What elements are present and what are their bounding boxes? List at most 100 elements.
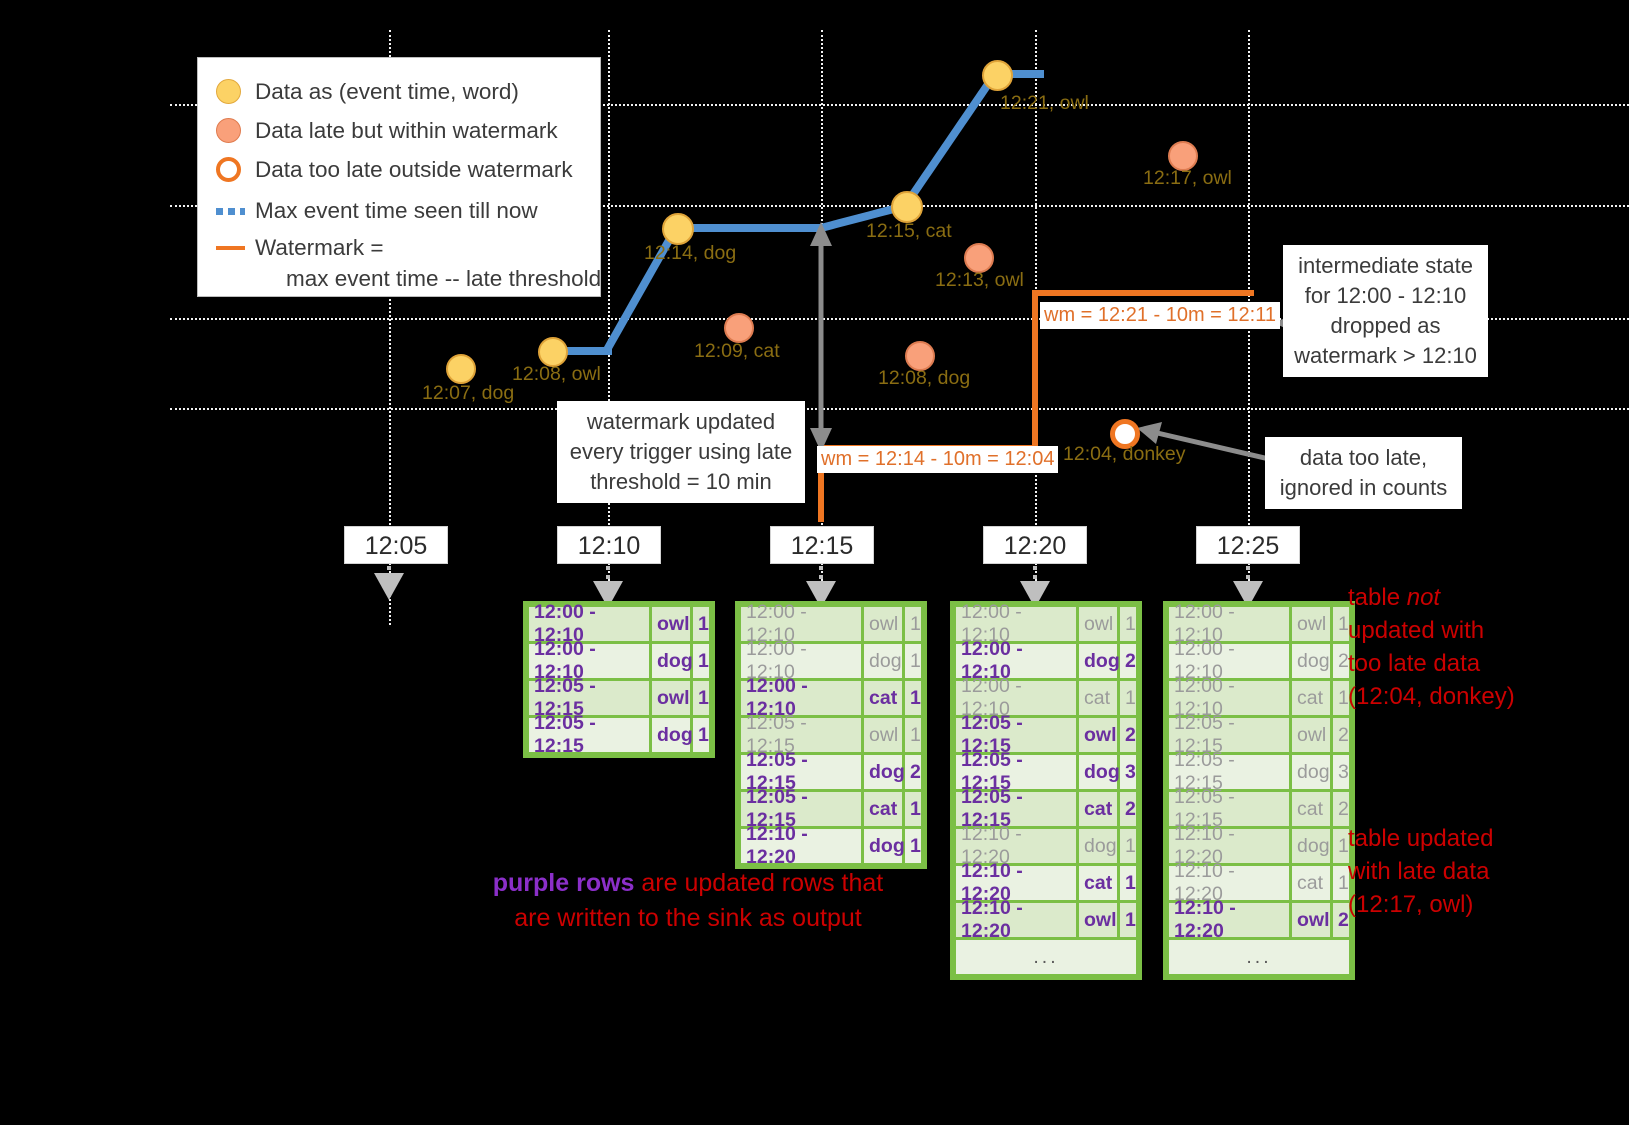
data-point-label: 12:21, owl [1000, 92, 1089, 114]
data-point-label: 12:08, dog [878, 367, 971, 389]
table-cell-window: 12:00 - 12:10 [1169, 675, 1289, 720]
gridline-horizontal [170, 104, 1629, 106]
data-point-orange [964, 243, 994, 273]
table-cell-count: 1 [1333, 829, 1349, 863]
table-cell-word: dog [1292, 755, 1330, 789]
table-row-ellipsis: ... [956, 940, 1136, 974]
result-table-1225: 12:00 - 12:10 owl 1 12:00 - 12:10 dog 2 12:00 … [1163, 601, 1355, 980]
trigger-arrow-head-down [810, 428, 832, 452]
data-point-yellow [662, 213, 694, 245]
gridline-horizontal [170, 408, 1629, 410]
table-cell-window: 12:00 - 12:10 [1169, 638, 1289, 683]
legend-item: Max event time seen till now [216, 189, 584, 233]
table-cell-count: 1 [905, 607, 921, 641]
table-cell-window: 12:05 - 12:15 [741, 749, 861, 794]
note-line: with late data [1348, 858, 1490, 885]
note-line: (12:04, donkey) [1348, 683, 1515, 710]
legend-item-label: Watermark = [255, 235, 384, 260]
table-cell-word: owl [864, 607, 902, 641]
filled-orange-circle-icon [216, 118, 241, 143]
note-table-updated-late: table updated with late data (12:17, owl… [1348, 822, 1493, 921]
table-cell-count: 1 [1120, 866, 1136, 900]
table-cell-window: 12:00 - 12:10 [956, 601, 1076, 646]
table-cell-window: 12:10 - 12:20 [1169, 823, 1289, 868]
table-cell-count: 1 [693, 607, 709, 641]
result-table-1210: 12:00 - 12:10 owl 1 12:00 - 12:10 dog 1 12:05 … [523, 601, 715, 758]
table-cell-count: 2 [905, 755, 921, 789]
data-point-label: 12:09, cat [694, 340, 780, 362]
table-cell-count: 1 [1120, 681, 1136, 715]
table-cell-word: cat [1292, 866, 1330, 900]
legend-box: Data as (event time, word) Data late but… [197, 57, 601, 297]
legend-item: Data too late outside watermark [216, 150, 584, 189]
legend-item-label: Data late but within watermark [255, 117, 558, 143]
data-point-label: 12:07, dog [422, 382, 515, 404]
table-cell-window: 12:05 - 12:15 [1169, 786, 1289, 831]
table-row: 12:10 - 12:20 dog 1 [956, 823, 1136, 868]
data-point-label: 12:04, donkey [1063, 443, 1186, 465]
table-cell-window: 12:00 - 12:10 [956, 638, 1076, 683]
blue-dashed-line-icon [216, 207, 245, 215]
table-cell-count: 1 [1333, 681, 1349, 715]
data-point-yellow [446, 354, 476, 384]
table-trigger-arrow [1233, 566, 1263, 608]
table-cell-word: owl [1079, 718, 1117, 752]
table-row: 12:00 - 12:10 owl 1 [529, 601, 709, 646]
table-cell-count: 1 [905, 718, 921, 752]
table-cell-count: 1 [693, 644, 709, 678]
table-cell-word: cat [864, 681, 902, 715]
result-table-1220: 12:00 - 12:10 owl 1 12:00 - 12:10 dog 2 12:00 … [950, 601, 1142, 980]
note-italic-word: not [1406, 584, 1441, 611]
table-row: 12:05 - 12:15 dog 1 [529, 712, 709, 757]
data-point-label: 12:15, cat [866, 220, 952, 242]
note-rest: are updated rows that [634, 869, 884, 897]
max-event-time-line [556, 70, 1044, 355]
callout-line: threshold = 10 min [590, 469, 772, 494]
table-cell-count: 1 [905, 681, 921, 715]
gridline-vertical [389, 30, 391, 625]
time-tick: 12:10 [557, 526, 661, 564]
orange-solid-line-icon [216, 246, 245, 250]
table-row: 12:05 - 12:15 owl 2 [956, 712, 1136, 757]
table-cell-count: 2 [1333, 644, 1349, 678]
note-line: updated with [1348, 617, 1485, 644]
table-row: 12:05 - 12:15 dog 2 [741, 749, 921, 794]
table-cell-word: cat [1292, 681, 1330, 715]
table-cell-count: 1 [1120, 607, 1136, 641]
table-cell-count: 1 [693, 718, 709, 752]
table-cell-word: dog [652, 718, 693, 752]
callout-data-too-late: data too late, ignored in counts [1265, 437, 1462, 509]
table-cell-window: 12:05 - 12:15 [529, 712, 649, 757]
note-line: (12:17, owl) [1348, 891, 1474, 918]
table-cell-word: cat [864, 792, 902, 826]
time-tick: 12:15 [770, 526, 874, 564]
note-line: table not [1348, 584, 1441, 611]
note-line: purple rows are updated rows that [478, 866, 898, 901]
legend-item: Watermark = [216, 233, 584, 263]
table-cell-word: owl [1292, 607, 1330, 641]
table-row: 12:05 - 12:15 owl 1 [741, 712, 921, 757]
table-cell-window: 12:05 - 12:15 [1169, 749, 1289, 794]
table-row: 12:05 - 12:15 dog 3 [1169, 749, 1349, 794]
table-cell-word: owl [1292, 903, 1330, 937]
table-cell-window: 12:10 - 12:20 [956, 860, 1076, 905]
table-row: 12:10 - 12:20 owl 2 [1169, 897, 1349, 942]
table-cell-count: 1 [1333, 607, 1349, 641]
callout-intermediate-state: intermediate state for 12:00 - 12:10 dro… [1283, 245, 1488, 377]
legend-item-label: max event time -- late threshold [286, 266, 602, 291]
too-late-arrow-line [1152, 429, 1283, 465]
data-point-orange [724, 313, 754, 343]
table-row: 12:10 - 12:20 cat 1 [1169, 860, 1349, 905]
data-point-yellow [982, 60, 1013, 91]
table-cell-word: cat [1079, 792, 1117, 826]
table-cell-word: owl [652, 607, 690, 641]
legend-item-label: Max event time seen till now [255, 198, 538, 223]
table-row: 12:00 - 12:10 owl 1 [741, 601, 921, 646]
callout-line: data too late, [1299, 445, 1428, 470]
table-cell-window: 12:00 - 12:10 [529, 601, 649, 646]
callout-line: every trigger using late [569, 439, 793, 464]
table-cell-word: owl [864, 718, 902, 752]
too-late-arrow-head [1137, 422, 1162, 444]
table-cell-word: owl [652, 681, 690, 715]
